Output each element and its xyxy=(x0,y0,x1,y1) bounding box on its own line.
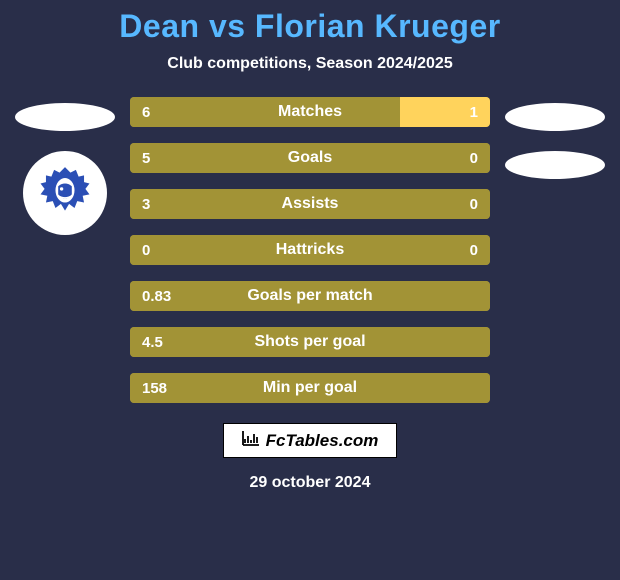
date-label: 29 october 2024 xyxy=(250,474,371,492)
comparison-card: Dean vs Florian Krueger Club competition… xyxy=(0,0,620,580)
page-title: Dean vs Florian Krueger xyxy=(119,8,500,45)
chart-icon xyxy=(242,430,260,451)
subtitle: Club competitions, Season 2024/2025 xyxy=(167,55,452,73)
bar-segment-left xyxy=(130,235,490,265)
bar-segment-left xyxy=(130,97,400,127)
bar-segment-left xyxy=(130,189,490,219)
chief-head-icon xyxy=(31,159,99,227)
stat-row: 50Goals xyxy=(130,143,490,173)
stat-row: 61Matches xyxy=(130,97,490,127)
club-logo-placeholder xyxy=(15,103,115,131)
bar-segment-left xyxy=(130,327,490,357)
bar-segment-left xyxy=(130,373,490,403)
left-logos xyxy=(10,97,120,403)
stat-row: 0.83Goals per match xyxy=(130,281,490,311)
right-logos xyxy=(500,97,610,403)
bar-segment-right xyxy=(400,97,490,127)
stat-row: 158Min per goal xyxy=(130,373,490,403)
player2-name: Florian Krueger xyxy=(255,8,501,44)
watermark-text: FcTables.com xyxy=(266,431,379,451)
bar-segment-left xyxy=(130,143,490,173)
watermark[interactable]: FcTables.com xyxy=(223,423,398,458)
player1-name: Dean xyxy=(119,8,199,44)
stat-bars: 61Matches 50Goals 30Assists 00Hattricks 0.83… xyxy=(120,97,500,403)
club-logo-placeholder xyxy=(505,151,605,179)
vs-label: vs xyxy=(209,8,246,44)
stat-row: 4.5Shots per goal xyxy=(130,327,490,357)
club-logo xyxy=(23,151,107,235)
stat-row: 30Assists xyxy=(130,189,490,219)
content-area: 61Matches 50Goals 30Assists 00Hattricks 0.83… xyxy=(0,97,620,403)
bar-segment-left xyxy=(130,281,490,311)
stat-row: 00Hattricks xyxy=(130,235,490,265)
club-logo-placeholder xyxy=(505,103,605,131)
